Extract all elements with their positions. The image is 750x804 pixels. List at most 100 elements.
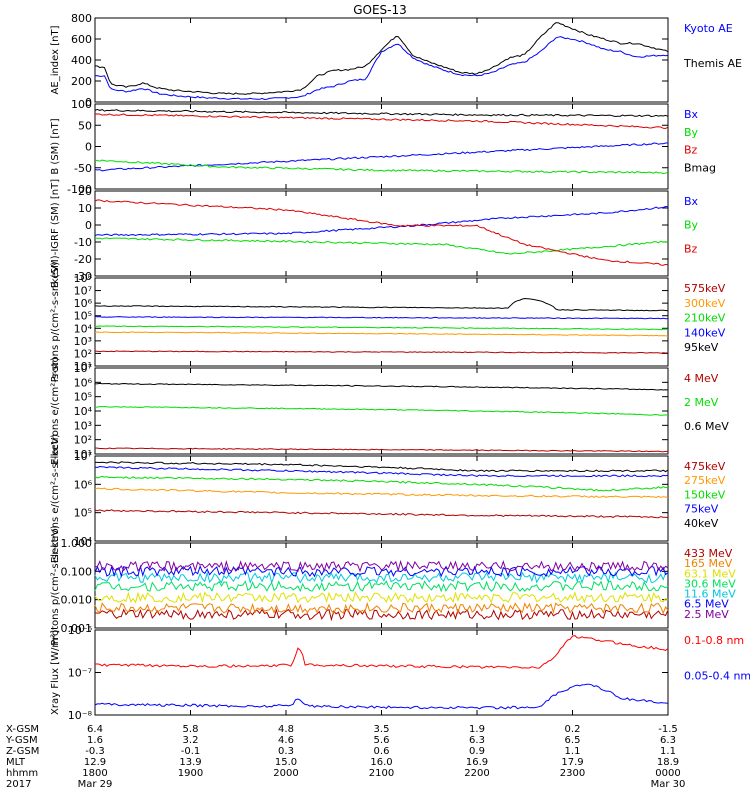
legend-210kev: 210keV — [684, 312, 726, 325]
series-line-bz — [94, 199, 669, 266]
footer-cell-x: 6.4 — [87, 724, 103, 735]
footer-cell-y: 6.3 — [660, 735, 676, 746]
footer-row-label: 2017 — [6, 779, 31, 790]
y-tick-label: 10¹ — [74, 360, 92, 373]
series-line-0-6-mev — [94, 382, 669, 391]
y-tick-label: 0.010 — [61, 594, 93, 607]
y-axis-label: B (SM)-IGRF (SM) [nT] — [50, 179, 61, 288]
footer-cell-z: 1.1 — [660, 746, 676, 757]
y-tick-label: 0.100 — [61, 565, 93, 578]
y-axis-label: Protons p/(cm²-s-sr-keV) — [50, 262, 61, 383]
y-tick-label: 0 — [85, 96, 92, 109]
footer-cell-mlt: 16.0 — [370, 757, 392, 768]
series-line-140kev — [94, 316, 669, 320]
legend-300kev: 300keV — [684, 297, 726, 310]
footer-row-label: Y-GSM — [5, 735, 38, 746]
footer-cell-hhmm: 2000 — [273, 768, 298, 779]
y-tick-label: 10⁴ — [74, 535, 93, 548]
series-line-433-mev — [94, 608, 669, 622]
series-line-4-mev — [94, 447, 668, 453]
panel-bsm: -100 -50 0 50 100 B (SM) [nT] Bx By Bz Bmag — [50, 98, 716, 196]
y-tick-label: 10² — [74, 347, 92, 360]
y-tick-label: 0 — [85, 141, 92, 154]
y-tick-label: 100 — [71, 98, 92, 111]
y-tick-label: 10⁻⁷ — [68, 667, 92, 680]
footer-cell-hhmm: 2300 — [560, 768, 585, 779]
footer-cell-hhmm: 2200 — [464, 768, 489, 779]
legend-bz: Bz — [684, 242, 698, 255]
footer-cell-mlt: 15.0 — [275, 757, 297, 768]
legend-0-6-mev: 0.6 MeV — [684, 420, 729, 433]
y-tick-label: 10⁵ — [74, 310, 92, 323]
legend-6-5-mev: 6.5 MeV — [684, 598, 729, 611]
legend-433-mev: 433 MeV — [684, 547, 733, 560]
y-tick-label: 800 — [71, 12, 92, 25]
series-line-bz — [94, 113, 669, 130]
series-line-2-5-mev — [94, 559, 669, 573]
footer-cell-x: 1.9 — [469, 724, 485, 735]
y-tick-label: 600 — [71, 33, 92, 46]
footer-cell-z: 0.9 — [469, 746, 485, 757]
legend-63-1-mev: 63.1 MeV — [684, 567, 736, 580]
y-tick-label: 10⁵ — [74, 391, 92, 404]
series-line-bmag — [94, 108, 669, 118]
legend-kyoto-ae: Kyoto AE — [684, 22, 733, 35]
y-tick-label: -30 — [74, 270, 92, 283]
series-line-bx — [94, 142, 668, 172]
footer-cell-z: -0.3 — [85, 746, 105, 757]
series-line-165-mev — [94, 601, 669, 615]
series-line-0-1-0-8-nm — [94, 635, 669, 669]
panel-xray: 10⁻⁸ 10⁻⁷ 10⁻⁶ Xray Flux [W/m²] 0.1-0.8 nm 0.… — [50, 624, 750, 722]
series-line-bx — [94, 205, 669, 237]
footer-cell-y: 6.3 — [469, 735, 485, 746]
legend-bmag: Bmag — [684, 161, 716, 174]
footer-cell-mlt: 18.9 — [657, 757, 679, 768]
series-line-63-1-mev — [94, 591, 669, 604]
panel-electrons_kev: 10⁴ 10⁵ 10⁶ 10⁷ Electrons e/(cm²-s-sr-keV) 47… — [50, 434, 726, 563]
footer-cell-y: 3.2 — [183, 735, 199, 746]
footer-cell-x: 5.8 — [183, 724, 199, 735]
y-tick-label: 10⁻⁸ — [68, 709, 93, 722]
series-line-0-05-0-4-nm — [94, 683, 669, 710]
footer-cell-z: 0.3 — [278, 746, 294, 757]
footer-cell-x: -1.5 — [658, 724, 678, 735]
series-line-6-5-mev — [94, 564, 669, 579]
y-axis-label: Protons p/(cm²-s-sr-keV) — [50, 525, 61, 646]
panel-frame — [94, 17, 669, 103]
legend-2-mev: 2 MeV — [684, 396, 719, 409]
series-line-by — [94, 159, 669, 175]
series-line-2-mev — [95, 405, 669, 416]
y-tick-label: 50 — [78, 119, 92, 132]
footer-cell-z: -0.1 — [181, 746, 201, 757]
legend-bx: Bx — [684, 108, 699, 121]
y-tick-label: 10⁶ — [74, 478, 93, 491]
panel-frame — [94, 629, 669, 716]
y-tick-label: 10⁷ — [74, 362, 92, 375]
series-line-themis-ae — [94, 22, 669, 95]
series-line-575kev — [94, 350, 669, 354]
y-tick-label: 10³ — [74, 419, 92, 432]
y-tick-label: 10⁸ — [74, 272, 93, 285]
series-line-kyoto-ae — [94, 36, 669, 101]
y-tick-label: 10² — [74, 434, 92, 447]
panel-ae: 0 200 400 600 800 AE_index [nT] Kyoto AE Themis… — [50, 12, 742, 109]
series-line-95kev — [94, 297, 669, 312]
legend-by: By — [684, 126, 699, 139]
footer-cell-hhmm: 2100 — [369, 768, 394, 779]
footer-row-label: X-GSM — [6, 724, 39, 735]
series-line-300kev — [94, 331, 669, 337]
footer-row-label: hhmm — [6, 768, 38, 779]
y-tick-label: 10⁴ — [74, 322, 93, 335]
series-line-30-6-mev — [94, 580, 669, 593]
y-axis-label: B (SM) [nT] — [50, 118, 61, 174]
footer-cell-y: 1.6 — [87, 735, 103, 746]
y-tick-label: 10¹ — [74, 448, 92, 461]
legend-275kev: 275keV — [684, 474, 726, 487]
y-tick-label: 0.001 — [61, 622, 93, 635]
y-tick-label: 10⁴ — [74, 405, 93, 418]
footer-cell-date: Mar 30 — [651, 779, 686, 790]
